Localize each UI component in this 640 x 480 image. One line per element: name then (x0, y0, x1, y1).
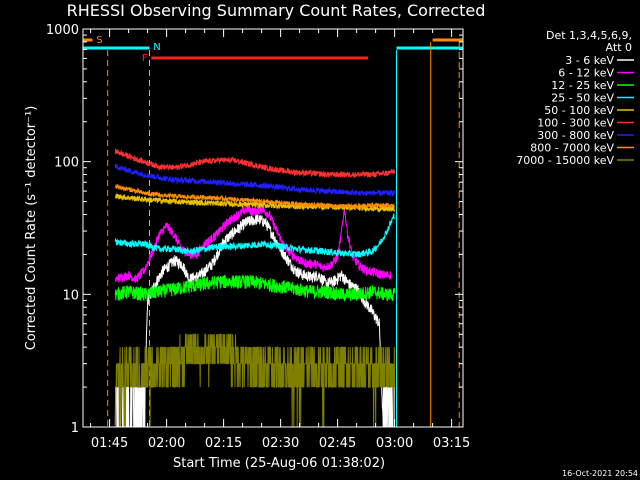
observing-bands: S NF (83, 29, 463, 427)
y-tick-label: 10 (62, 288, 79, 303)
annotation-s: S (96, 35, 102, 46)
x-tick-label: 02:15 (205, 436, 242, 451)
legend-label: 300 - 800 keV (537, 129, 614, 142)
legend-label: 3 - 6 keV (565, 54, 614, 67)
legend-title-line: Det 1,3,4,5,6,9, (546, 29, 632, 42)
chart-title: RHESSI Observing Summary Count Rates, Co… (67, 1, 486, 20)
series-line-7 (114, 163, 396, 197)
x-tick-label: 03:15 (433, 436, 470, 451)
legend-label: 6 - 12 keV (558, 67, 614, 80)
series-line-3 (114, 274, 396, 303)
x-tick-label: 03:00 (376, 436, 413, 451)
y-axis-label: Corrected Count Rate (s⁻¹ detector⁻¹) (24, 106, 39, 351)
y-tick-label: 100 (54, 156, 79, 171)
legend-label: 7000 - 15000 keV (516, 154, 614, 167)
legend-label: 12 - 25 keV (551, 79, 614, 92)
x-tick-label: 01:45 (91, 436, 128, 451)
series-line-8 (114, 183, 396, 211)
x-axis-label: Start Time (25-Aug-06 01:38:02) (173, 456, 385, 471)
annotation-n: N (153, 42, 160, 53)
legend-label: 100 - 300 keV (537, 117, 614, 130)
legend-label: 800 - 7000 keV (530, 142, 614, 155)
x-tick-label: 02:30 (262, 436, 299, 451)
series-line-1 (114, 214, 395, 427)
series-line-9 (115, 333, 396, 427)
series-line-6 (114, 148, 396, 179)
series-line-2 (114, 205, 392, 284)
axes: 1 10 100 1000 01:45 02:00 02:15 02:30 02:45 03:00… (46, 23, 470, 451)
plot-frame (82, 28, 464, 428)
legend-label: 50 - 100 keV (544, 104, 614, 117)
x-tick-label: 02:00 (148, 436, 185, 451)
series-layer (114, 148, 396, 427)
annotation-f: F (142, 53, 148, 64)
series-line-5 (114, 193, 396, 213)
legend-label: 25 - 50 keV (551, 92, 614, 105)
y-tick-label: 1000 (46, 23, 79, 38)
y-tick-label: 1 (71, 421, 79, 436)
x-tick-label: 02:45 (319, 436, 356, 451)
series-line-4 (114, 212, 395, 259)
legend-title-line: Att 0 (606, 41, 632, 54)
timestamp: 16-Oct-2021 20:54 (562, 469, 638, 478)
